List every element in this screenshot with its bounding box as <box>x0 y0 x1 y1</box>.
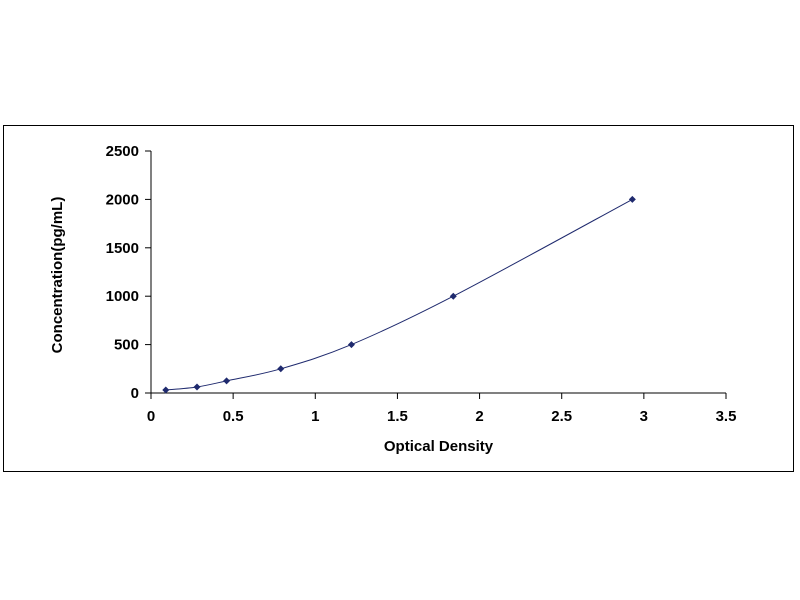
ticks: 0 0.5 1 1.5 2 2.5 3 3.5 0 500 1000 1500 2000 2500 <box>106 143 737 425</box>
x-tick-label: 2 <box>475 408 483 425</box>
y-axis-title: Concentration(pg/mL) <box>49 197 66 354</box>
y-tick-label: 1000 <box>106 288 139 305</box>
y-tick-label: 2000 <box>106 191 139 208</box>
x-tick-label: 1.5 <box>387 408 408 425</box>
data-point <box>193 383 201 391</box>
x-tick-label: 3 <box>640 408 648 425</box>
data-point <box>449 292 457 300</box>
chart-frame: 0 0.5 1 1.5 2 2.5 3 3.5 0 500 1000 1500 2000 2500 Opt… <box>3 125 794 472</box>
data-point <box>277 365 285 373</box>
data-points <box>162 195 636 394</box>
data-point <box>347 341 355 349</box>
x-tick-label: 3.5 <box>716 408 737 425</box>
y-tick-label: 1500 <box>106 240 139 257</box>
data-point <box>628 195 636 203</box>
x-tick-label: 0.5 <box>223 408 244 425</box>
x-tick-label: 2.5 <box>551 408 572 425</box>
x-axis-title: Optical Density <box>384 438 494 455</box>
standard-curve-chart: 0 0.5 1 1.5 2 2.5 3 3.5 0 500 1000 1500 2000 2500 Opt… <box>49 143 737 455</box>
y-tick-label: 500 <box>114 337 139 354</box>
x-tick-label: 1 <box>311 408 319 425</box>
axes <box>150 151 726 394</box>
data-point <box>223 377 231 385</box>
data-point <box>162 386 170 394</box>
y-tick-label: 2500 <box>106 143 139 160</box>
series-curve <box>165 198 633 391</box>
y-tick-label: 0 <box>131 385 139 402</box>
x-tick-label: 0 <box>147 408 155 425</box>
curve <box>165 198 633 391</box>
